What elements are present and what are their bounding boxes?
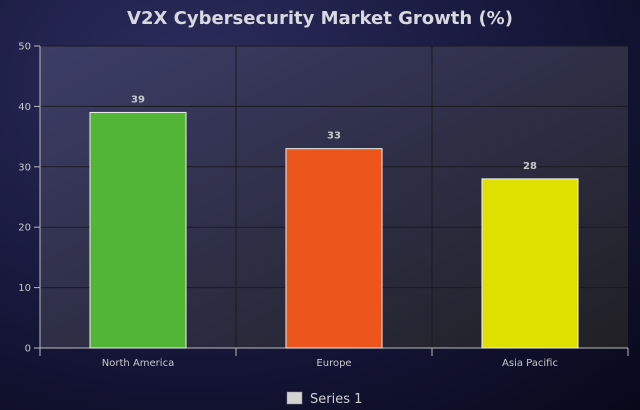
y-tick-label: 30 bbox=[18, 162, 31, 173]
bar bbox=[89, 111, 187, 349]
y-tick-label: 20 bbox=[18, 223, 31, 234]
y-tick-label: 40 bbox=[18, 102, 31, 113]
data-label: 39 bbox=[131, 94, 145, 105]
y-tick-label: 0 bbox=[25, 344, 31, 355]
y-tick-label: 10 bbox=[18, 283, 31, 294]
legend: Series 1 bbox=[286, 391, 362, 407]
category-label: Asia Pacific bbox=[502, 358, 558, 369]
legend-label-series-1: Series 1 bbox=[310, 392, 362, 407]
legend-swatch-series-1 bbox=[286, 391, 303, 405]
bar bbox=[481, 178, 579, 349]
bar bbox=[285, 148, 383, 349]
labels: 39 North America 33 Europe 28 Asia Pacific bbox=[102, 94, 558, 369]
y-tick-label: 50 bbox=[18, 42, 31, 53]
bars bbox=[89, 111, 579, 349]
data-label: 28 bbox=[523, 161, 537, 172]
chart-title: V2X Cybersecurity Market Growth (%) bbox=[127, 8, 513, 29]
category-label: North America bbox=[102, 358, 174, 369]
category-label: Europe bbox=[316, 358, 351, 369]
data-label: 33 bbox=[327, 131, 341, 142]
